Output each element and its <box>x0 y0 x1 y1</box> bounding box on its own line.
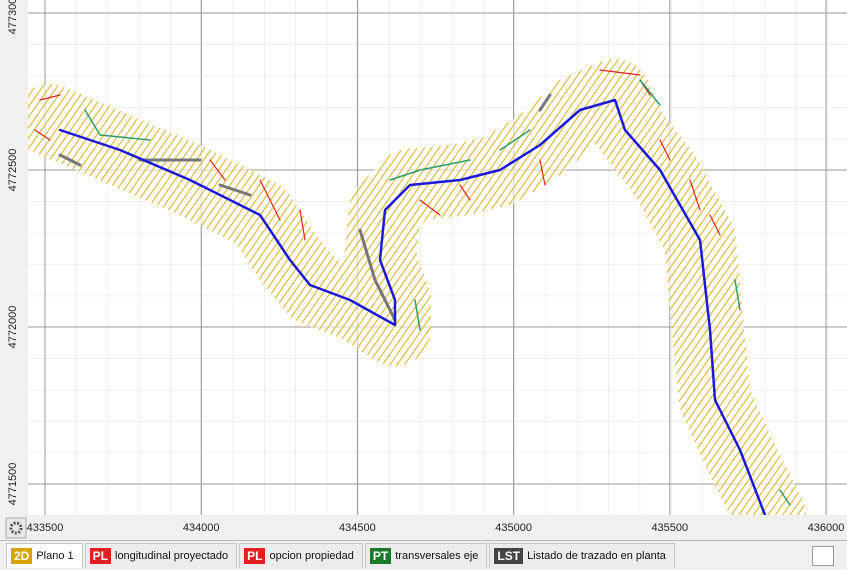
settings-button[interactable] <box>5 517 27 539</box>
x-axis-label: 436000 <box>808 522 845 534</box>
tab-bar: 2D Plano 1 PL longitudinal proyectado PL opci… <box>0 540 847 570</box>
tab-label: opcion propiedad <box>269 550 354 562</box>
x-axis-label: 435000 <box>495 522 532 534</box>
tab-label: Listado de trazado en planta <box>527 550 666 562</box>
property-lines <box>34 69 721 241</box>
tab-badge: PT <box>369 548 392 564</box>
gear-icon <box>9 521 23 535</box>
y-axis-label: 4772500 <box>7 149 19 192</box>
tab-badge: 2D <box>11 548 33 564</box>
axis-labels: 433500 434000 434500 435000 435500 436000 4773… <box>7 0 844 534</box>
tab[interactable]: PL longitudinal proyectado <box>84 543 238 568</box>
tab[interactable]: LST Listado de trazado en planta <box>489 543 675 568</box>
tab-badge: PL <box>89 548 111 564</box>
y-axis-label: 4772000 <box>7 306 19 349</box>
tab[interactable]: PT transversales eje <box>364 543 488 568</box>
roads <box>58 93 552 322</box>
tab-badge: PL <box>244 548 266 564</box>
x-axis-label: 434000 <box>183 522 220 534</box>
alignment-axis <box>58 98 767 517</box>
y-axis-label: 4773000 <box>7 0 19 34</box>
tab-badge: LST <box>494 548 524 564</box>
drawing <box>14 59 806 540</box>
y-axis-strip <box>0 0 28 540</box>
tab-label: longitudinal proyectado <box>115 550 229 562</box>
layer-button[interactable] <box>812 546 834 566</box>
tab-label: transversales eje <box>395 550 479 562</box>
x-axis-label: 434500 <box>339 522 376 534</box>
x-axis-strip <box>0 515 847 540</box>
map-view: 433500 434000 434500 435000 435500 436000 4773… <box>0 0 847 540</box>
streams <box>84 79 791 506</box>
y-axis-label: 4771500 <box>7 463 19 506</box>
tab[interactable]: 2D Plano 1 <box>6 543 83 568</box>
x-axis-label: 435500 <box>651 522 688 534</box>
x-axis-label: 433500 <box>27 522 64 534</box>
tab-label: Plano 1 <box>36 550 74 562</box>
tab[interactable]: PL opcion propiedad <box>239 543 363 568</box>
